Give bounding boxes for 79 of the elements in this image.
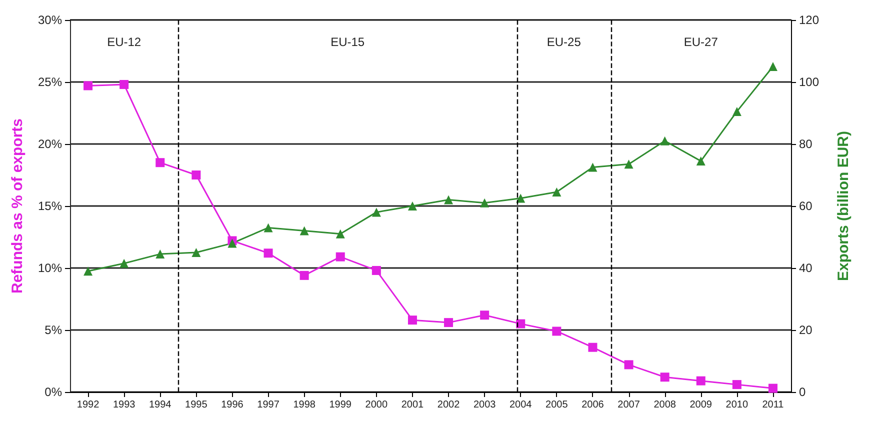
y-tick-label: 30% (38, 13, 62, 27)
x-tick-label: 2009 (690, 400, 712, 410)
point (660, 136, 670, 146)
y2-tick-label: 60 (799, 199, 813, 213)
point (516, 194, 526, 203)
point (588, 162, 598, 172)
point (192, 170, 201, 180)
y-tick-label: 5% (44, 323, 62, 337)
point (588, 342, 598, 352)
point (120, 258, 129, 268)
x-tick-label: 2000 (365, 400, 388, 410)
point (480, 310, 490, 320)
band-label: EU-27 (684, 35, 718, 49)
x-tick-label: 2006 (582, 400, 604, 410)
point (516, 319, 526, 328)
x-tick-label: 2004 (510, 400, 532, 410)
y2-tick-label: 120 (799, 13, 820, 27)
point (300, 270, 309, 280)
y-tick-label: 10% (38, 261, 62, 275)
point (732, 106, 742, 116)
x-tick-label: 2002 (437, 400, 460, 410)
y-tick-label: 15% (38, 199, 62, 213)
point (480, 198, 490, 208)
point (192, 248, 201, 257)
point (372, 266, 381, 275)
point (156, 250, 165, 259)
y-tick-label: 25% (38, 75, 62, 89)
y-axis-title: Refunds as % of exports (9, 118, 26, 294)
point (336, 252, 345, 262)
y2-axis-title: Exports (billion EUR) (835, 130, 852, 281)
point (552, 326, 562, 336)
band-label: EU-12 (107, 35, 142, 49)
point (228, 238, 237, 248)
y2-tick-label: 100 (799, 75, 820, 89)
point (372, 208, 381, 217)
point (84, 81, 93, 90)
x-tick-label: 1999 (329, 400, 352, 410)
point (732, 380, 742, 390)
point (624, 360, 634, 370)
point (336, 229, 345, 238)
x-tick-label: 1998 (293, 400, 316, 410)
point (444, 318, 454, 328)
x-tick-label: 2010 (726, 400, 748, 410)
point (264, 248, 273, 258)
x-tick-label: 2003 (473, 400, 496, 410)
point (624, 160, 634, 169)
point (84, 266, 93, 276)
point (120, 80, 129, 89)
x-tick-label: 2005 (546, 400, 568, 410)
point (660, 372, 670, 382)
point (768, 384, 778, 393)
y-tick-label: 20% (38, 137, 62, 151)
point (408, 316, 417, 325)
x-tick-label: 1997 (257, 400, 280, 410)
x-tick-label: 1996 (221, 400, 244, 410)
point (408, 202, 417, 210)
x-tick-label: 2001 (401, 400, 424, 410)
x-tick-label: 2011 (762, 400, 784, 410)
x-tick-label: 2008 (654, 400, 676, 410)
band-label: EU-15 (330, 35, 365, 49)
x-tick-label: 1992 (76, 400, 100, 410)
point (552, 188, 562, 197)
x-tick-label: 2007 (618, 400, 640, 410)
point (768, 62, 778, 71)
point (264, 223, 273, 232)
y-tick-label: 0% (44, 385, 62, 399)
x-tick-label: 1995 (185, 400, 208, 410)
point (696, 156, 706, 166)
point (696, 376, 706, 386)
y2-tick-label: 80 (799, 137, 813, 151)
point (156, 158, 165, 168)
y2-tick-label: 0 (799, 385, 806, 399)
y2-tick-label: 20 (799, 323, 813, 337)
band-label: EU-25 (546, 35, 582, 49)
point (444, 195, 454, 204)
y2-tick-label: 40 (799, 261, 813, 275)
x-tick-label: 1993 (112, 400, 136, 410)
x-tick-label: 1994 (149, 400, 172, 410)
point (300, 226, 309, 236)
